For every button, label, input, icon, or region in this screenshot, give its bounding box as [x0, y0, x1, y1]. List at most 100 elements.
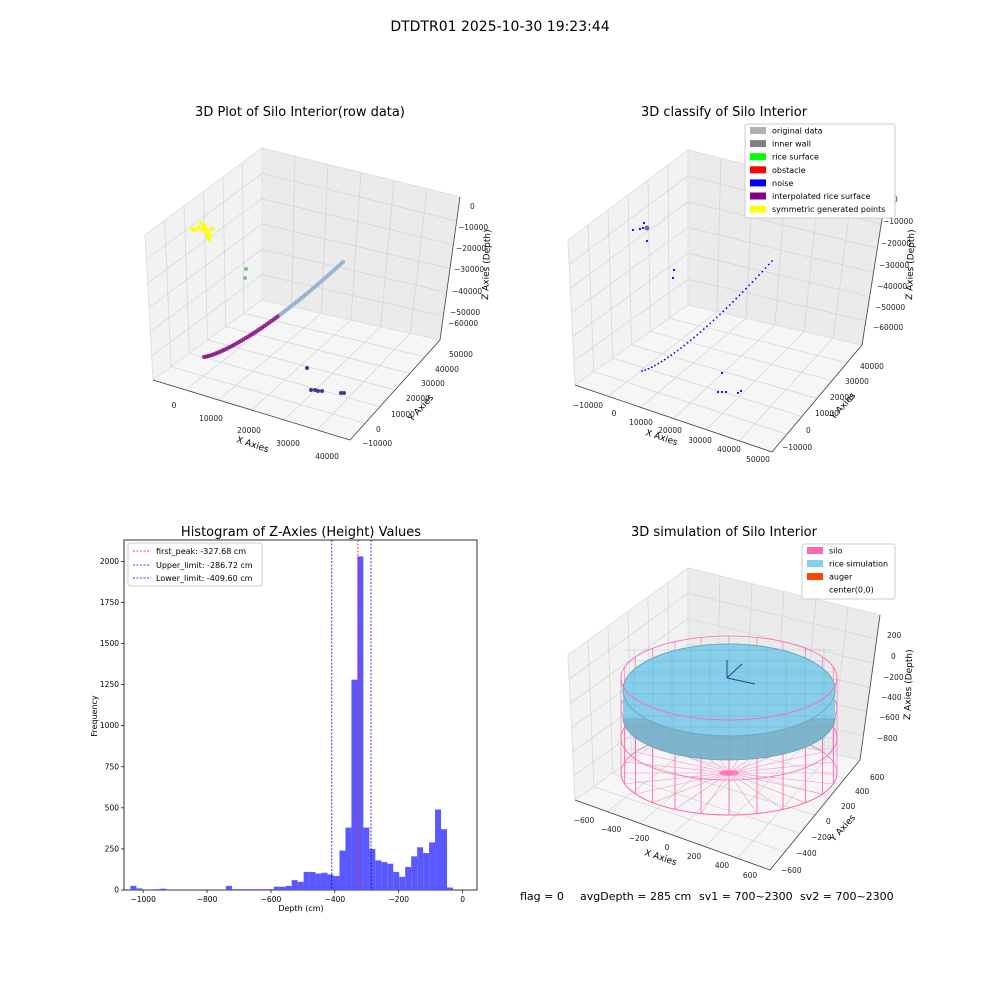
silo-spoke [674, 772, 730, 810]
silo-spoke [728, 772, 784, 810]
data-point [641, 226, 645, 230]
silo-spoke [728, 751, 823, 774]
p1-ytick: 10000 [391, 410, 415, 419]
hist-xlabel: Depth (cm) [278, 904, 323, 913]
histogram-bar [345, 827, 352, 890]
p1-ytick: 40000 [435, 365, 459, 374]
data-point [316, 389, 320, 393]
legend-label: noise [772, 179, 793, 188]
histogram-x-ticks: −1000 −800 −600 −400 −200 0 [130, 890, 465, 904]
panel1-title: 3D Plot of Silo Interior(row data) [195, 105, 405, 120]
hist-ylabel: Frequency [90, 695, 99, 737]
histogram-bar [387, 863, 394, 890]
data-point [196, 225, 202, 231]
histogram-bar [417, 847, 424, 890]
legend-swatch [750, 166, 766, 174]
p4-ytick: 400 [855, 787, 870, 796]
data-point [671, 276, 675, 280]
p1-ztick: −30000 [454, 265, 484, 274]
histogram-legend: first_peak: -327.68 cm Upper_limit: -286… [127, 542, 263, 587]
data-point [683, 344, 686, 347]
footer-avg-depth: avgDepth = 285 cm [580, 890, 691, 903]
p2-ztick: −30000 [879, 261, 909, 270]
histogram-bar [279, 886, 286, 890]
histogram-bar [273, 886, 280, 890]
data-point [673, 351, 676, 354]
p2-xtick: 20000 [658, 426, 682, 435]
p2-ztick: −20000 [881, 239, 911, 248]
x-tick-label: −400 [325, 895, 346, 904]
legend-label: rice surface [772, 153, 819, 162]
grid-line [573, 278, 689, 362]
histogram-bar [154, 889, 161, 890]
histogram-bar [423, 853, 430, 890]
p4-ytick: −400 [796, 849, 817, 858]
legend-label: center(0,0) [829, 586, 874, 595]
legend-swatch [807, 573, 823, 580]
histogram-y-ticks: 0 250 500 750 1000 1250 1500 1750 2000 [100, 557, 124, 895]
data-point [309, 388, 313, 392]
silo-spoke [728, 772, 834, 785]
p4-xtick: −400 [601, 825, 622, 834]
p2-xtick: −10000 [573, 401, 603, 410]
silo-spoke [728, 772, 823, 795]
silo-spoke [635, 751, 730, 774]
legend-label: auger [829, 573, 853, 582]
y-tick-label: 500 [105, 803, 120, 812]
silo-spoke [624, 761, 730, 774]
p4-ztick: −600 [879, 713, 900, 722]
footer-sv1: sv1 = 700~2300 [699, 890, 793, 903]
histogram-bar [130, 885, 137, 890]
p4-ytick: −600 [781, 866, 802, 875]
histogram-bar [381, 862, 388, 890]
data-point [667, 356, 669, 359]
data-point [339, 391, 343, 395]
legend-swatch [807, 547, 823, 554]
silo-spoke [728, 772, 758, 814]
legend-upper-limit: Upper_limit: -286.72 cm [156, 561, 253, 570]
histogram-bar [255, 889, 262, 890]
data-point [754, 277, 757, 280]
data-point [751, 281, 754, 283]
histogram-bar [309, 871, 316, 890]
histogram-bar [243, 889, 250, 890]
p2-xtick: 30000 [688, 436, 712, 445]
footer-status: flag = 0 avgDepth = 285 cm sv1 = 700~230… [520, 890, 894, 903]
data-point [340, 259, 346, 265]
p4-ztick: −400 [881, 693, 902, 702]
silo-front-ring [620, 677, 838, 721]
histogram-bar [225, 885, 232, 890]
data-point [728, 304, 731, 306]
p2-ytick: −10000 [782, 443, 812, 452]
histogram-bar [237, 889, 244, 890]
p1-zlabel: Z Axies (Depth) [481, 229, 493, 300]
p4-ztick: −800 [877, 734, 898, 743]
histogram-bar [285, 885, 292, 890]
data-point [650, 366, 653, 369]
histogram-bar [411, 856, 418, 890]
p1-xtick: 40000 [315, 452, 339, 461]
legend-label: original data [772, 127, 823, 136]
silo-spoke [728, 761, 834, 774]
data-point [736, 391, 740, 395]
legend-swatch [750, 192, 766, 200]
data-point [642, 221, 646, 225]
p1-xtick: 20000 [237, 426, 261, 435]
histogram-bar [351, 679, 358, 890]
histogram-bar [297, 881, 304, 890]
histogram-bar [333, 876, 340, 890]
y-tick-label: 1250 [100, 680, 119, 689]
grid-line [151, 274, 263, 357]
data-point [720, 371, 724, 375]
legend-swatch [807, 560, 823, 567]
p1-ztick: −20000 [456, 244, 486, 253]
data-point [720, 390, 724, 394]
silo-spoke [700, 772, 730, 814]
panel4-legend: silo rice simulation auger center(0,0) [801, 543, 896, 600]
data-point [663, 358, 666, 361]
silo-spoke [635, 772, 730, 795]
x-tick-label: −200 [388, 895, 409, 904]
data-point [644, 225, 650, 231]
data-point [244, 267, 248, 271]
data-point [719, 313, 721, 316]
